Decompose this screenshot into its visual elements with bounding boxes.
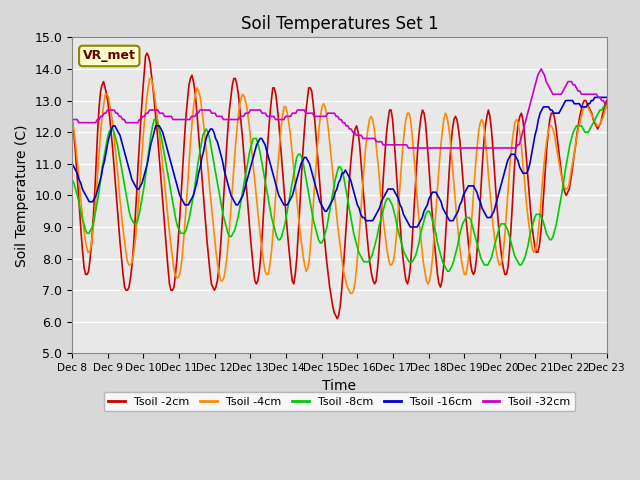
- Tsoil -16cm: [72, 167, 79, 173]
- Tsoil -16cm: [324, 205, 332, 211]
- Tsoil -2cm: [254, 278, 262, 284]
- Tsoil -4cm: [347, 290, 355, 296]
- Line: Tsoil -16cm: Tsoil -16cm: [72, 97, 607, 227]
- Line: Tsoil -4cm: Tsoil -4cm: [72, 78, 607, 293]
- Tsoil -4cm: [478, 117, 486, 122]
- Tsoil -32cm: [600, 97, 607, 103]
- Tsoil -32cm: [415, 145, 422, 151]
- Tsoil -32cm: [104, 107, 111, 113]
- Tsoil -2cm: [603, 97, 611, 103]
- Tsoil -2cm: [68, 117, 76, 122]
- Tsoil -32cm: [68, 117, 76, 122]
- Line: Tsoil -32cm: Tsoil -32cm: [72, 69, 607, 148]
- Line: Tsoil -8cm: Tsoil -8cm: [72, 104, 607, 271]
- Tsoil -32cm: [603, 101, 611, 107]
- Tsoil -16cm: [241, 186, 248, 192]
- Tsoil -4cm: [436, 145, 444, 151]
- Line: Tsoil -2cm: Tsoil -2cm: [72, 53, 607, 319]
- Tsoil -8cm: [454, 243, 461, 249]
- Tsoil -8cm: [145, 145, 153, 151]
- Tsoil -16cm: [603, 95, 611, 100]
- Tsoil -4cm: [603, 104, 611, 110]
- Tsoil -8cm: [447, 265, 454, 271]
- Tsoil -16cm: [470, 183, 477, 189]
- Tsoil -4cm: [590, 117, 598, 122]
- Tsoil -16cm: [406, 224, 414, 230]
- Tsoil -4cm: [97, 129, 104, 135]
- Tsoil -2cm: [215, 265, 223, 271]
- Tsoil -32cm: [404, 145, 412, 151]
- Tsoil -8cm: [509, 246, 516, 252]
- Tsoil -4cm: [173, 275, 180, 280]
- Tsoil -2cm: [309, 101, 317, 107]
- Tsoil -4cm: [146, 75, 154, 81]
- Tsoil -32cm: [538, 66, 545, 72]
- Tsoil -16cm: [591, 95, 598, 100]
- Tsoil -16cm: [168, 161, 175, 167]
- Text: VR_met: VR_met: [83, 49, 136, 62]
- Tsoil -2cm: [333, 316, 341, 322]
- Tsoil -32cm: [534, 72, 541, 78]
- Tsoil -16cm: [68, 161, 76, 167]
- Tsoil -32cm: [588, 91, 595, 97]
- Tsoil -2cm: [372, 278, 380, 284]
- Legend: Tsoil -2cm, Tsoil -4cm, Tsoil -8cm, Tsoil -16cm, Tsoil -32cm: Tsoil -2cm, Tsoil -4cm, Tsoil -8cm, Tsoi…: [104, 392, 575, 411]
- Tsoil -8cm: [68, 177, 76, 182]
- Y-axis label: Soil Temperature (C): Soil Temperature (C): [15, 124, 29, 266]
- Tsoil -2cm: [82, 272, 90, 277]
- Tsoil -4cm: [186, 158, 193, 164]
- Tsoil -8cm: [539, 218, 547, 224]
- Tsoil -8cm: [603, 101, 611, 107]
- Title: Soil Temperatures Set 1: Soil Temperatures Set 1: [241, 15, 438, 33]
- Tsoil -4cm: [68, 117, 76, 122]
- X-axis label: Time: Time: [323, 379, 356, 393]
- Tsoil -32cm: [223, 117, 230, 122]
- Tsoil -8cm: [444, 268, 451, 274]
- Tsoil -16cm: [222, 174, 230, 180]
- Tsoil -2cm: [143, 50, 151, 56]
- Tsoil -8cm: [345, 202, 353, 208]
- Tsoil -2cm: [230, 75, 237, 81]
